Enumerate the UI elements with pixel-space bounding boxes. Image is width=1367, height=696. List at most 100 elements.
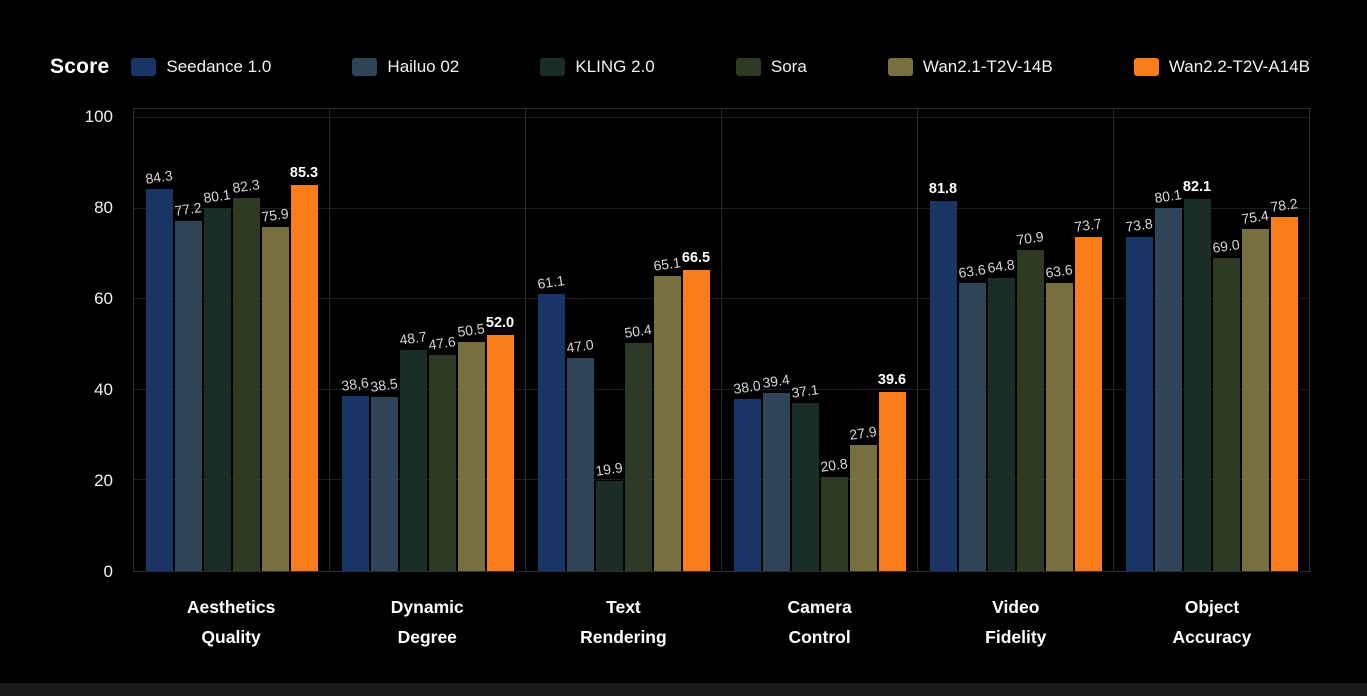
bar-group-video-fidelity: 81.8 63.6 64.8 70.9 63.6 73.7 — [918, 109, 1114, 571]
y-tick-label: 80 — [94, 198, 113, 218]
bar-kling-2-0-aesthetics-quality: 80.1 — [202, 186, 232, 571]
category-label-aesthetics-quality: Aesthetics Quality — [186, 597, 276, 647]
bar-wan2-2-t2v-a14b-video-fidelity: 73.7 — [1073, 215, 1103, 571]
bar-value-label: 85.3 — [289, 164, 319, 181]
bar-value-label: 75.4 — [1240, 207, 1270, 228]
bar-seedance-1-0-video-fidelity: 81.8 — [929, 181, 957, 571]
bar-hailuo-02-video-fidelity: 63.6 — [957, 261, 987, 571]
legend-swatch-icon — [131, 58, 157, 76]
bar-hailuo-02-dynamic-degree: 38.5 — [369, 375, 399, 571]
bar-sora-object-accuracy: 69.0 — [1211, 237, 1241, 571]
bar-value-label: 69.0 — [1211, 236, 1241, 257]
y-tick-label: 20 — [94, 471, 113, 491]
category-label-dynamic-degree: Dynamic Degree — [390, 597, 464, 647]
bar-wan2-1-t2v-14b-dynamic-degree: 50.5 — [456, 320, 486, 571]
bar-value-label: 27.9 — [848, 422, 878, 443]
bar-value-label: 82.3 — [231, 176, 261, 197]
bar-value-label: 73.7 — [1073, 215, 1103, 236]
category-label-text-rendering: Text Rendering — [580, 597, 667, 647]
legend-swatch-icon — [352, 58, 378, 76]
bar-value-label: 66.5 — [681, 249, 711, 266]
bar-hailuo-02-text-rendering: 47.0 — [565, 336, 595, 571]
bar-value-label: 38,6 — [340, 374, 370, 394]
bar-wan2-2-t2v-a14b-text-rendering: 66.5 — [682, 250, 710, 571]
bar-value-label: 48.7 — [398, 328, 428, 349]
bar-value-label: 64.8 — [986, 255, 1016, 276]
legend-label: KLING 2.0 — [575, 57, 655, 76]
bar-kling-2-0-text-rendering: 19.9 — [594, 459, 624, 571]
bar-sora-dynamic-degree: 47.6 — [427, 334, 457, 571]
bar-value-label: 47.6 — [427, 333, 457, 354]
bar-value-label: 52.0 — [485, 315, 515, 332]
bar-hailuo-02-camera-control: 39.4 — [761, 371, 791, 571]
bar-value-label: 84.3 — [144, 167, 174, 187]
legend-label: Wan2.2-T2V-A14B — [1168, 57, 1310, 76]
category-label-camera-control: Camera Control — [787, 597, 852, 647]
bar-value-label: 65.1 — [652, 254, 682, 274]
legend-label: Wan2.1-T2V-14B — [922, 57, 1053, 76]
bar-kling-2-0-camera-control: 37.1 — [790, 381, 820, 571]
legend-item-wan2-1-t2v-14b[interactable]: Wan2.1-T2V-14B — [887, 57, 1053, 77]
bar-group-camera-control: 38.0 39.4 37.1 20.8 27.9 39.6 — [722, 109, 918, 571]
bar-value-label: 38.0 — [732, 377, 762, 397]
bar-kling-2-0-video-fidelity: 64.8 — [986, 256, 1016, 571]
bar-group-object-accuracy: 73.8 80.1 82.1 69.0 75.4 78.2 — [1114, 109, 1309, 571]
y-tick-label: 100 — [84, 107, 113, 127]
x-axis-labels: Aesthetics Quality Dynamic Degree Text Render… — [133, 592, 1310, 652]
bar-value-label: 37.1 — [790, 381, 820, 401]
bar-value-label: 39.6 — [877, 371, 907, 388]
plot-area: 84.3 77.2 80.1 82.3 75.9 85.3 38,6 38.5 48.7 47.6… — [133, 108, 1310, 572]
bar-value-label: 70.9 — [1015, 228, 1045, 248]
bar-wan2-1-t2v-14b-text-rendering: 65.1 — [652, 254, 682, 571]
chart-title: Score — [50, 55, 110, 78]
bar-value-label: 80.1 — [202, 186, 232, 207]
bar-kling-2-0-object-accuracy: 82.1 — [1183, 179, 1211, 571]
legend-row: Score Seedance 1.0 Hailuo 02 KLING 2.0 Sora… — [50, 48, 1310, 86]
bar-value-label: 77.2 — [173, 199, 203, 220]
bar-value-label: 82.1 — [1182, 179, 1212, 196]
bar-sora-camera-control: 20.8 — [819, 455, 849, 571]
legend-label: Seedance 1.0 — [166, 57, 272, 76]
bar-sora-text-rendering: 50.4 — [623, 321, 653, 571]
bar-group-aesthetics-quality: 84.3 77.2 80.1 82.3 75.9 85.3 — [134, 109, 330, 571]
bar-groups: 84.3 77.2 80.1 82.3 75.9 85.3 38,6 38.5 48.7 47.6… — [134, 109, 1309, 571]
bar-value-label: 75.9 — [260, 205, 290, 226]
bar-value-label: 19.9 — [594, 459, 624, 479]
y-tick-label: 60 — [94, 289, 113, 309]
y-tick-label: 40 — [94, 380, 113, 400]
bar-value-label: 39.4 — [761, 370, 791, 391]
bar-value-label: 50.4 — [623, 320, 653, 341]
bar-value-label: 50.5 — [456, 320, 486, 341]
bar-wan2-2-t2v-a14b-object-accuracy: 78.2 — [1269, 195, 1299, 571]
bar-hailuo-02-aesthetics-quality: 77.2 — [173, 200, 203, 571]
legend-swatch-icon — [887, 58, 913, 76]
bar-wan2-2-t2v-a14b-aesthetics-quality: 85.3 — [290, 165, 318, 571]
bar-wan2-1-t2v-14b-video-fidelity: 63.6 — [1044, 261, 1074, 571]
bar-group-dynamic-degree: 38,6 38.5 48.7 47.6 50.5 52.0 — [330, 109, 526, 571]
bar-sora-aesthetics-quality: 82.3 — [231, 176, 261, 571]
bottom-strip — [0, 683, 1367, 696]
bar-seedance-1-0-aesthetics-quality: 84.3 — [144, 167, 174, 571]
legend-item-sora[interactable]: Sora — [735, 57, 807, 77]
legend-swatch-icon — [540, 58, 566, 76]
bar-value-label: 63.6 — [957, 261, 987, 281]
legend-item-hailuo-02[interactable]: Hailuo 02 — [352, 57, 459, 77]
y-tick-label: 0 — [103, 562, 113, 581]
bar-value-label: 38.5 — [369, 374, 399, 395]
legend-item-wan2-2-t2v-a14b[interactable]: Wan2.2-T2V-A14B — [1133, 57, 1310, 77]
bar-seedance-1-0-object-accuracy: 73.8 — [1124, 215, 1154, 571]
legend-item-kling-2-0[interactable]: KLING 2.0 — [540, 57, 655, 77]
bar-value-label: 63.6 — [1044, 261, 1074, 281]
legend: Seedance 1.0 Hailuo 02 KLING 2.0 Sora Wan2.1… — [131, 57, 1310, 77]
bar-wan2-1-t2v-14b-aesthetics-quality: 75.9 — [260, 205, 290, 571]
legend-swatch-icon — [735, 58, 761, 76]
category-label-object-accuracy: Object Accuracy — [1172, 597, 1252, 647]
bar-hailuo-02-object-accuracy: 80.1 — [1153, 186, 1183, 571]
bar-wan2-1-t2v-14b-camera-control: 27.9 — [848, 423, 878, 571]
bar-value-label: 47.0 — [565, 336, 595, 356]
legend-item-seedance-1-0[interactable]: Seedance 1.0 — [131, 57, 271, 77]
bar-value-label: 61.1 — [536, 272, 566, 293]
bar-sora-video-fidelity: 70.9 — [1015, 228, 1045, 571]
legend-swatch-icon — [1133, 58, 1159, 76]
